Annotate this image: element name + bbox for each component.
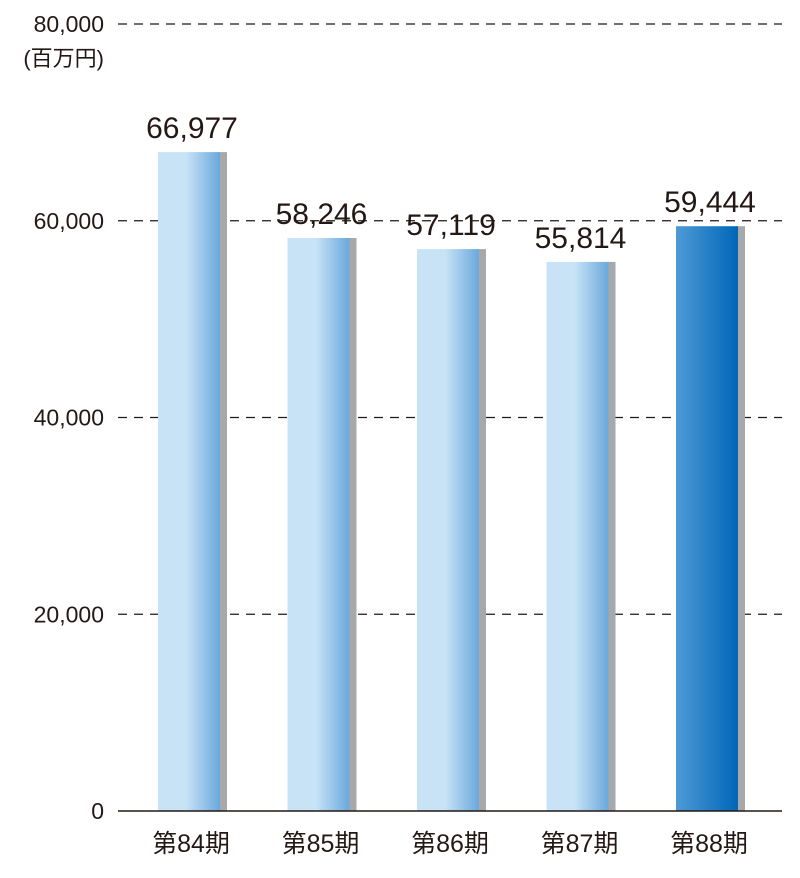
bar-shadow <box>606 261 616 811</box>
bar <box>158 152 220 811</box>
data-label: 58,246 <box>276 198 368 231</box>
bar-shadow <box>218 152 227 811</box>
bar <box>287 238 350 811</box>
y-tick-label: 0 <box>91 798 104 824</box>
x-category-label: 第88期 <box>670 830 748 858</box>
data-label: 59,444 <box>664 186 756 219</box>
x-category-label: 第85期 <box>282 830 360 858</box>
data-label: 57,119 <box>406 209 496 242</box>
bar-shadow <box>736 226 745 811</box>
y-axis-unit-label: (百万円) <box>23 46 104 71</box>
bars: 66,977 58,246 57,119 55,814 59,444 <box>146 112 756 811</box>
x-category-label: 第84期 <box>152 830 230 858</box>
bar-shadow <box>347 238 357 811</box>
bar <box>676 226 738 811</box>
axes: 0 20,000 40,000 60,000 80,000 第84期 第85期 第86期 第87… <box>34 11 782 858</box>
bar <box>546 261 609 811</box>
bar <box>417 249 479 811</box>
x-category-label: 第87期 <box>541 830 619 858</box>
y-tick-label: 80,000 <box>34 11 104 37</box>
data-label: 55,814 <box>535 222 627 255</box>
y-tick-label: 60,000 <box>34 208 104 234</box>
bar-shadow <box>477 249 486 811</box>
x-category-label: 第86期 <box>411 830 489 858</box>
data-label: 66,977 <box>146 112 238 145</box>
y-tick-label: 20,000 <box>34 601 104 627</box>
y-tick-label: 40,000 <box>34 405 104 431</box>
